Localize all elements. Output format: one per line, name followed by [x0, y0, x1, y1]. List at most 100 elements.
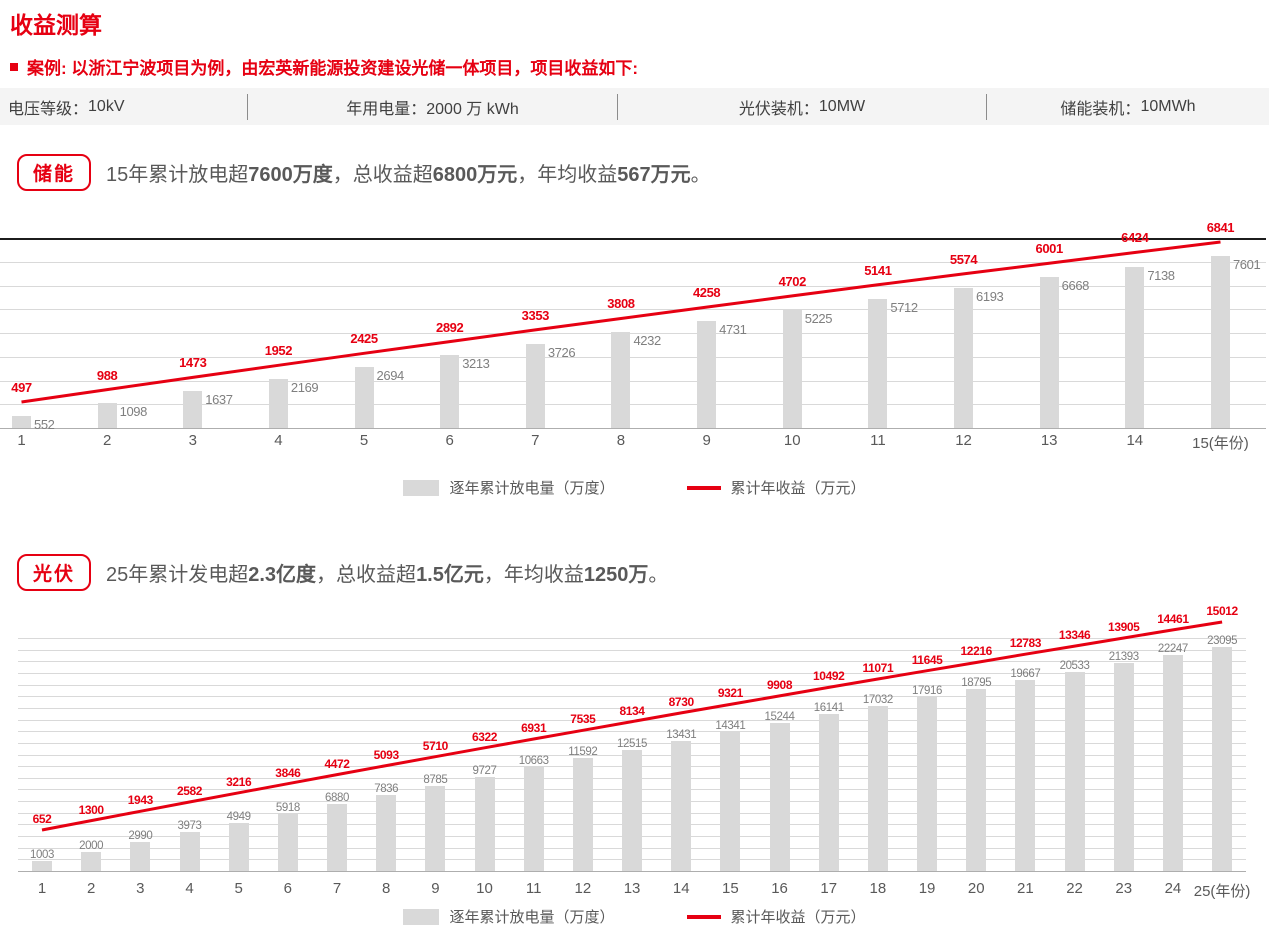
- param-voltage: 电压等级： 10kV: [0, 88, 247, 125]
- x-axis-label: 13: [1040, 432, 1058, 449]
- x-axis-label: 12: [955, 432, 972, 449]
- headline-run: 25年累计发电超: [106, 564, 249, 586]
- bar-year-8: [376, 794, 397, 871]
- bar-value-label: 1637: [205, 391, 233, 407]
- gridline: [18, 836, 1246, 838]
- param-storage-capacity-label: 储能装机：: [1060, 100, 1141, 118]
- x-axis-label: 14: [1126, 432, 1144, 449]
- x-axis-label: 10: [783, 432, 801, 449]
- bar-value-label: 17032: [862, 693, 893, 706]
- bar-value-label: 7601: [1232, 257, 1261, 273]
- bar-value-label: 4949: [226, 810, 251, 823]
- param-annual-consumption-value: 2000 万 kWh: [426, 100, 519, 118]
- bar-year-7: [327, 804, 348, 871]
- line-value-label: 1952: [264, 343, 293, 359]
- line-value-label: 1300: [78, 802, 105, 817]
- bullet-icon: [10, 62, 18, 71]
- bar-value-label: 1098: [119, 404, 148, 420]
- bar-year-12: [954, 287, 974, 428]
- case-text: 案例: 以浙江宁波项目为例，由宏英新能源投资建设光储一体项目，项目收益如下:: [27, 59, 639, 78]
- line-value-label: 5093: [373, 747, 400, 762]
- x-axis-label: 1: [37, 880, 47, 897]
- section-header-storage: 储能 15年累计放电超7600万度，总收益超6800万元，年均收益567万元。: [17, 154, 711, 191]
- param-voltage-label: 电压等级：: [8, 100, 89, 118]
- headline-run: ，年均收益: [517, 164, 618, 186]
- headline-run: 2.3亿度: [248, 564, 317, 586]
- bar-year-10: [782, 309, 802, 428]
- param-pv-capacity-label: 光伏装机：: [738, 100, 819, 118]
- bar-value-label: 17916: [912, 685, 943, 698]
- bar-year-14: [1125, 266, 1145, 428]
- gridline: [18, 649, 1246, 651]
- bar-year-2: [81, 851, 102, 871]
- gridline: [0, 238, 1266, 240]
- bar-value-label: 2000: [79, 839, 104, 852]
- x-axis-label: 6: [445, 432, 454, 449]
- line-value-label: 2582: [176, 783, 203, 798]
- bar-value-label: 6668: [1061, 278, 1090, 294]
- line-legend-swatch: [686, 485, 721, 490]
- param-annual-consumption-label: 年用电量：: [346, 100, 427, 118]
- x-axis-label: 7: [531, 432, 540, 449]
- bar-year-6: [440, 355, 460, 428]
- divider: [247, 93, 248, 120]
- case-statement: 案例: 以浙江宁波项目为例，由宏英新能源投资建设光储一体项目，项目收益如下:: [10, 54, 638, 79]
- bar-year-16: [769, 723, 790, 871]
- line-legend-label: 累计年收益（万元）: [730, 480, 866, 497]
- pv-badge: 光伏: [17, 554, 91, 591]
- bar-value-label: 23095: [1207, 634, 1238, 647]
- x-axis-label: 10: [476, 880, 493, 897]
- bar-year-15: [1210, 256, 1230, 428]
- gridline: [0, 309, 1266, 311]
- bar-value-label: 8785: [423, 773, 448, 786]
- bar-value-label: 15244: [764, 711, 795, 723]
- param-storage-capacity-value: 10MWh: [1140, 97, 1196, 115]
- bar-value-label: 14341: [715, 719, 746, 732]
- x-axis-label: 11: [870, 432, 886, 449]
- x-axis-label: 8: [616, 432, 626, 449]
- gridline: [0, 285, 1266, 287]
- bar-year-10: [474, 776, 495, 871]
- gridline: [18, 684, 1246, 686]
- gridline: [0, 261, 1266, 263]
- page-title: 收益测算: [10, 12, 102, 38]
- x-axis-label: 2: [86, 880, 96, 897]
- bar-legend-swatch: [403, 908, 440, 925]
- x-axis-label: 23: [1115, 880, 1133, 897]
- line-value-label: 6931: [521, 721, 547, 735]
- bar-year-9: [425, 785, 446, 871]
- gridline: [0, 333, 1266, 334]
- bar-value-label: 3973: [177, 820, 202, 833]
- line-value-label: 652: [32, 811, 52, 826]
- bar-year-25: [1212, 646, 1233, 871]
- line-value-label: 13905: [1108, 619, 1140, 634]
- line-value-label: 3846: [275, 765, 301, 780]
- bar-year-1: [32, 861, 52, 871]
- headline-run: ，总收益超: [332, 164, 433, 186]
- line-value-label: 11071: [862, 661, 894, 676]
- gridline: [18, 871, 1246, 872]
- bar-value-label: 11592: [568, 746, 598, 759]
- line-value-label: 5141: [864, 262, 892, 278]
- line-value-label: 6001: [1035, 241, 1064, 257]
- headline-run: 1.5亿元: [416, 564, 484, 586]
- bar-value-label: 13431: [666, 728, 697, 741]
- bar-year-13: [622, 749, 643, 871]
- x-axis-label: 8: [382, 880, 391, 897]
- x-axis-label: 21: [1017, 880, 1034, 897]
- bar-year-19: [917, 697, 938, 871]
- bar-year-14: [671, 740, 692, 871]
- bar-year-4: [179, 832, 200, 871]
- bar-year-9: [697, 320, 717, 428]
- bar-value-label: 552: [34, 416, 55, 432]
- line-value-label: 3216: [226, 774, 252, 789]
- bar-year-1: [12, 415, 31, 428]
- bar-value-label: 3726: [547, 344, 576, 360]
- gridline: [0, 356, 1266, 358]
- bar-year-6: [277, 813, 298, 871]
- bar-value-label: 9727: [472, 764, 497, 777]
- x-axis-label: 7: [332, 880, 342, 897]
- param-voltage-value: 10kV: [88, 97, 125, 115]
- bar-value-label: 5918: [275, 801, 300, 814]
- line-value-label: 1943: [127, 793, 154, 808]
